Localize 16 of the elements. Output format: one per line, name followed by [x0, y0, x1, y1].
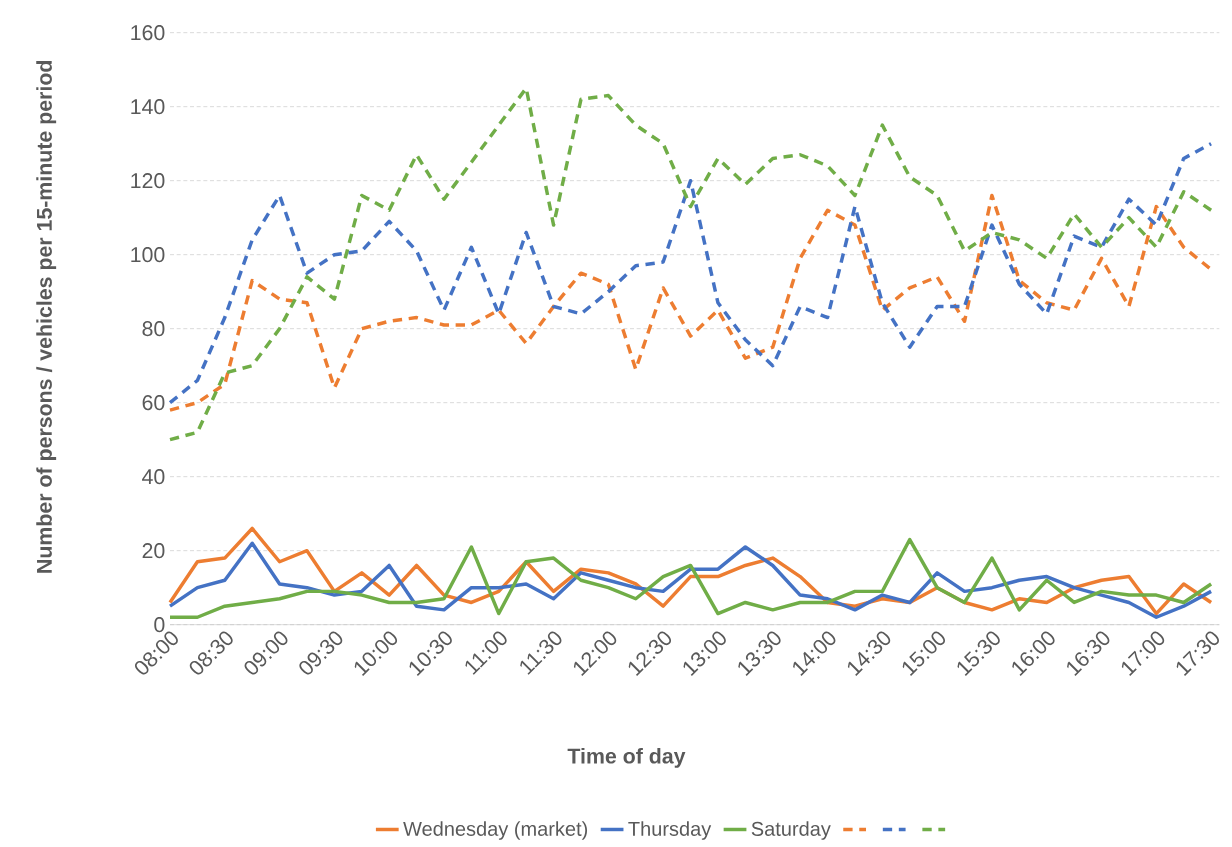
y-tick-label: 160: [131, 25, 165, 41]
y-tick-label: 20: [142, 543, 165, 559]
line-series: [168, 193, 1213, 412]
y-tick-label: 120: [131, 173, 165, 189]
legend-label: Wednesday (market): [403, 821, 588, 841]
y-tick-label: 140: [131, 99, 165, 115]
legend-label: Thursday: [628, 821, 712, 841]
x-axis-title: Time of day: [567, 748, 686, 768]
y-tick-label: 40: [142, 469, 165, 485]
line-series: [168, 142, 1213, 405]
y-axis-title: Number of persons / vehicles per 15-minute period: [36, 61, 57, 573]
y-tick-label: 60: [142, 395, 165, 411]
y-tick-label: 80: [142, 321, 165, 337]
legend-label: Saturday: [751, 821, 831, 841]
y-tick-label: 0: [154, 617, 165, 633]
y-tick-label: 100: [131, 247, 165, 263]
